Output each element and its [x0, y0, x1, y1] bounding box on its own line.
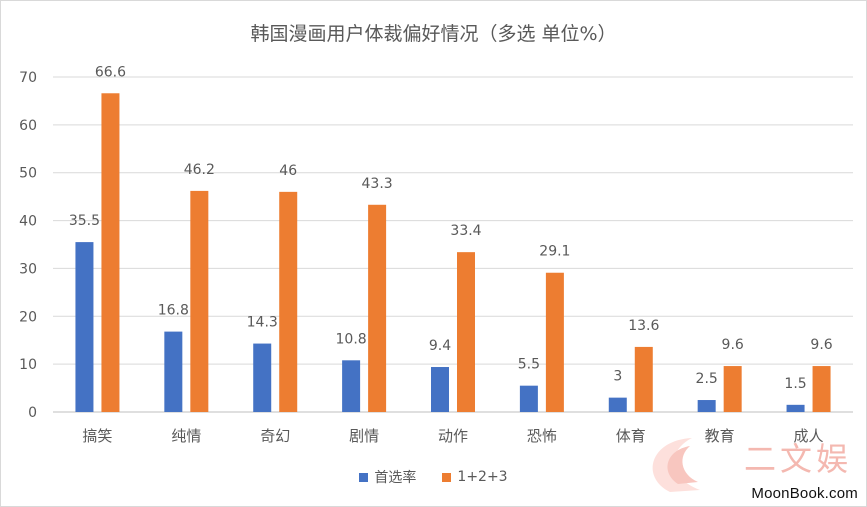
y-tick-label: 60	[19, 118, 37, 134]
data-label: 9.6	[810, 337, 832, 353]
legend-item-series-1: 首选率	[359, 467, 416, 487]
y-tick-label: 40	[19, 214, 37, 230]
legend-item-series-2: 1+2+3	[442, 467, 508, 487]
data-label: 2.5	[696, 371, 718, 387]
bar-first-choice	[431, 367, 449, 412]
bar-first-choice	[253, 343, 272, 412]
bar-top3	[279, 191, 298, 412]
data-label: 13.6	[628, 318, 659, 334]
data-label: 29.1	[539, 244, 570, 260]
bar-first-choice	[342, 360, 361, 412]
data-label: 46.2	[184, 162, 215, 178]
legend: 首选率 1+2+3	[1, 467, 866, 487]
data-label: 46	[279, 163, 297, 179]
x-tick-label: 教育	[705, 427, 735, 445]
data-label: 33.4	[450, 223, 481, 239]
bar-top3	[723, 366, 742, 412]
x-tick-label: 纯情	[171, 427, 201, 445]
bar-first-choice	[75, 242, 94, 412]
data-label: 35.5	[69, 213, 100, 229]
bar-top3	[368, 204, 387, 412]
x-tick-label: 体育	[616, 427, 646, 445]
watermark-site: MoonBook.com	[751, 485, 858, 502]
data-label: 16.8	[158, 303, 189, 319]
bar-top3	[545, 272, 564, 412]
bar-first-choice	[608, 397, 627, 412]
bar-top3	[812, 366, 831, 412]
x-tick-label: 恐怖	[527, 427, 557, 445]
data-label: 5.5	[518, 357, 540, 373]
x-tick-label: 搞笑	[82, 427, 112, 445]
data-label: 43.3	[362, 176, 393, 192]
x-tick-label: 奇幻	[260, 427, 290, 445]
bar-first-choice	[164, 331, 183, 412]
x-tick-label: 动作	[438, 427, 468, 445]
bar-first-choice	[519, 385, 538, 412]
bar-top3	[190, 190, 209, 412]
data-label: 3	[613, 369, 622, 385]
bar-top3	[457, 252, 475, 412]
y-tick-label: 30	[19, 261, 37, 277]
data-label: 9.4	[429, 338, 451, 354]
data-label: 10.8	[336, 331, 367, 347]
bar-first-choice	[697, 400, 716, 412]
watermark: 二文娱 MoonBook.com	[630, 422, 860, 502]
y-tick-label: 0	[28, 405, 37, 421]
legend-label: 1+2+3	[457, 469, 508, 485]
bar-top3	[101, 93, 120, 413]
data-label: 1.5	[784, 376, 806, 392]
bar-top3	[634, 346, 653, 412]
y-tick-label: 50	[19, 166, 37, 182]
y-tick-label: 20	[19, 309, 37, 325]
y-tick-label: 70	[19, 70, 37, 86]
chart-title: 韩国漫画用户体裁偏好情况（多选 单位%）	[250, 23, 617, 45]
data-label: 14.3	[247, 315, 278, 331]
y-tick-label: 10	[19, 357, 37, 373]
legend-swatch-orange	[442, 472, 452, 482]
data-label: 66.6	[95, 64, 126, 80]
moon-logo-icon	[652, 438, 700, 492]
x-tick-label: 成人	[794, 427, 824, 445]
bar-first-choice	[786, 404, 805, 412]
legend-label: 首选率	[374, 470, 417, 486]
legend-swatch-blue	[359, 472, 369, 482]
data-label: 9.6	[722, 337, 744, 353]
x-tick-label: 剧情	[349, 427, 379, 445]
watermark-cn: 二文娱	[743, 440, 852, 478]
